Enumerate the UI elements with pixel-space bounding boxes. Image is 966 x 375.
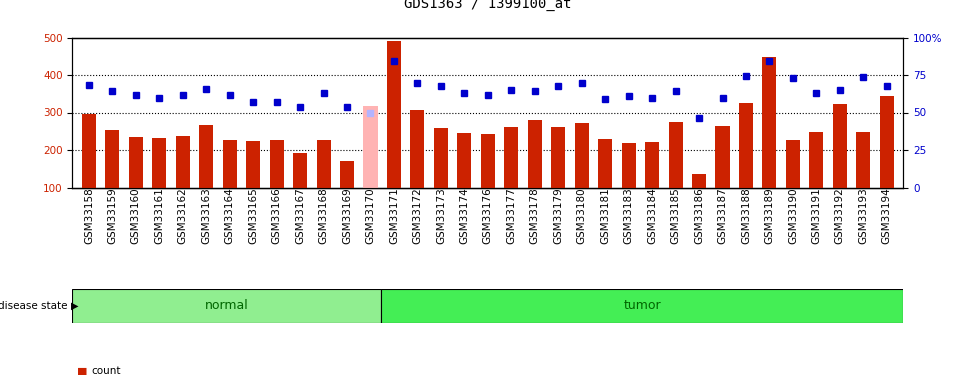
- Bar: [387, 41, 401, 225]
- Bar: [527, 120, 542, 225]
- Text: GSM33192: GSM33192: [835, 188, 845, 244]
- Bar: [457, 133, 471, 225]
- Text: GSM33171: GSM33171: [389, 188, 399, 244]
- Bar: [716, 126, 729, 225]
- Text: GSM33160: GSM33160: [130, 188, 141, 244]
- Text: GSM33164: GSM33164: [225, 188, 235, 244]
- Text: GSM33185: GSM33185: [670, 188, 681, 244]
- Bar: [153, 138, 166, 225]
- Bar: [598, 139, 612, 225]
- Text: GSM33165: GSM33165: [248, 188, 258, 244]
- Bar: [692, 174, 706, 225]
- Text: GSM33158: GSM33158: [84, 188, 94, 244]
- Bar: [128, 137, 143, 225]
- Bar: [222, 140, 237, 225]
- Bar: [270, 140, 284, 225]
- Text: GSM33180: GSM33180: [577, 188, 586, 244]
- Text: GSM33181: GSM33181: [600, 188, 611, 244]
- Bar: [880, 96, 894, 225]
- Text: GSM33178: GSM33178: [529, 188, 540, 244]
- Text: GDS1363 / 1399100_at: GDS1363 / 1399100_at: [404, 0, 572, 11]
- Bar: [645, 142, 659, 225]
- Bar: [833, 104, 847, 225]
- Bar: [552, 127, 565, 225]
- Bar: [786, 140, 800, 225]
- Bar: [668, 122, 683, 225]
- Text: GSM33173: GSM33173: [436, 188, 446, 244]
- Bar: [199, 124, 213, 225]
- Text: disease state: disease state: [0, 301, 68, 310]
- Text: GSM33179: GSM33179: [554, 188, 563, 244]
- Text: GSM33167: GSM33167: [295, 188, 305, 244]
- Bar: [293, 153, 307, 225]
- Text: GSM33168: GSM33168: [319, 188, 328, 244]
- Text: GSM33183: GSM33183: [624, 188, 634, 244]
- Bar: [504, 127, 519, 225]
- Text: GSM33184: GSM33184: [647, 188, 657, 244]
- Bar: [575, 123, 588, 225]
- Bar: [363, 106, 378, 225]
- Bar: [856, 132, 870, 225]
- Bar: [340, 160, 355, 225]
- Text: GSM33166: GSM33166: [271, 188, 282, 244]
- Text: ▶: ▶: [71, 301, 78, 310]
- Text: GSM33163: GSM33163: [201, 188, 212, 244]
- Bar: [434, 128, 448, 225]
- Text: GSM33172: GSM33172: [412, 188, 422, 244]
- Text: GSM33162: GSM33162: [178, 188, 187, 244]
- Text: GSM33174: GSM33174: [460, 188, 469, 244]
- Bar: [762, 57, 777, 225]
- Text: GSM33170: GSM33170: [365, 188, 376, 244]
- Text: GSM33187: GSM33187: [718, 188, 727, 244]
- Text: GSM33189: GSM33189: [764, 188, 775, 244]
- Bar: [317, 140, 330, 225]
- Text: tumor: tumor: [623, 299, 661, 312]
- Bar: [739, 103, 753, 225]
- Text: GSM33191: GSM33191: [811, 188, 821, 244]
- Text: GSM33176: GSM33176: [483, 188, 493, 244]
- Text: GSM33194: GSM33194: [882, 188, 892, 244]
- Text: GSM33186: GSM33186: [694, 188, 704, 244]
- Bar: [246, 141, 260, 225]
- Text: ■: ■: [77, 366, 88, 375]
- Text: count: count: [92, 366, 122, 375]
- Bar: [810, 132, 823, 225]
- Bar: [105, 130, 120, 225]
- Bar: [621, 143, 636, 225]
- Text: GSM33190: GSM33190: [788, 188, 798, 244]
- Text: GSM33177: GSM33177: [506, 188, 516, 244]
- Bar: [381, 289, 903, 322]
- Text: GSM33159: GSM33159: [107, 188, 117, 244]
- Bar: [176, 136, 189, 225]
- Text: GSM33161: GSM33161: [155, 188, 164, 244]
- Text: normal: normal: [205, 299, 248, 312]
- Bar: [72, 289, 381, 322]
- Bar: [411, 110, 424, 225]
- Text: GSM33188: GSM33188: [741, 188, 751, 244]
- Text: GSM33169: GSM33169: [342, 188, 352, 244]
- Bar: [481, 134, 495, 225]
- Bar: [82, 114, 96, 225]
- Text: GSM33193: GSM33193: [859, 188, 868, 244]
